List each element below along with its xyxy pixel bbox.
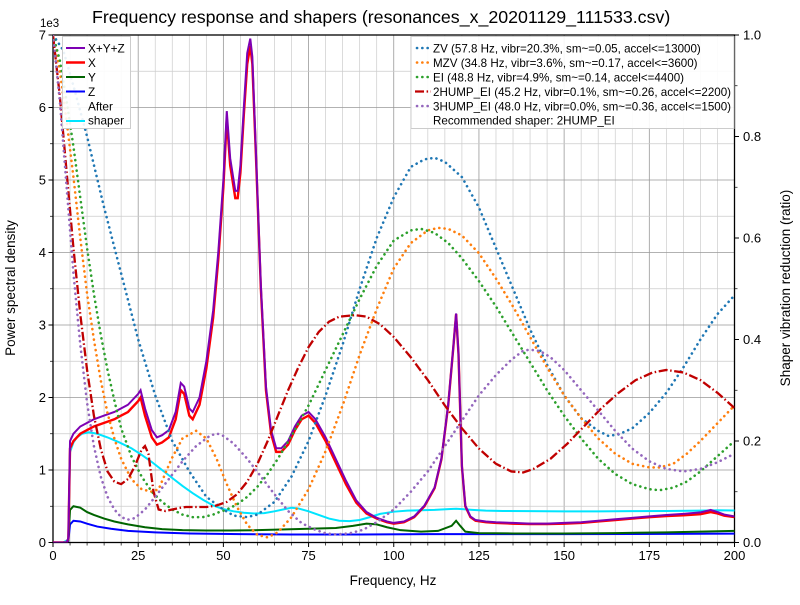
svg-text:2HUMP_EI (45.2 Hz, vibr=0.1%,: 2HUMP_EI (45.2 Hz, vibr=0.1%, sm~=0.26, …	[433, 86, 731, 99]
svg-text:X: X	[88, 56, 96, 70]
svg-text:1.0: 1.0	[743, 28, 761, 43]
svg-text:0.0: 0.0	[743, 535, 761, 550]
svg-text:0.2: 0.2	[743, 434, 761, 449]
svg-text:X+Y+Z: X+Y+Z	[88, 41, 125, 55]
svg-text:150: 150	[553, 548, 575, 563]
svg-text:125: 125	[468, 548, 490, 563]
svg-text:Shaper vibration reduction (ra: Shaper vibration reduction (ratio)	[778, 190, 793, 387]
svg-text:Power spectral density: Power spectral density	[3, 220, 18, 356]
svg-text:shaper: shaper	[88, 113, 124, 127]
svg-text:4: 4	[39, 245, 46, 260]
svg-text:0: 0	[39, 535, 46, 550]
svg-text:2: 2	[39, 390, 46, 405]
svg-text:3HUMP_EI (48.0 Hz, vibr=0.0%,: 3HUMP_EI (48.0 Hz, vibr=0.0%, sm~=0.36, …	[433, 100, 731, 113]
svg-text:3: 3	[39, 318, 46, 333]
svg-text:Frequency response and shapers: Frequency response and shapers (resonanc…	[92, 7, 670, 28]
svg-text:EI (48.8 Hz, vibr=4.9%, sm~=0.: EI (48.8 Hz, vibr=4.9%, sm~=0.14, accel<…	[433, 71, 684, 84]
svg-text:0: 0	[49, 548, 56, 563]
svg-text:After: After	[88, 99, 113, 113]
svg-text:ZV (57.8 Hz, vibr=20.3%, sm~=0: ZV (57.8 Hz, vibr=20.3%, sm~=0.05, accel…	[433, 42, 701, 55]
svg-text:1: 1	[39, 463, 46, 478]
svg-text:Z: Z	[88, 85, 95, 99]
svg-text:50: 50	[216, 548, 230, 563]
svg-text:75: 75	[301, 548, 315, 563]
svg-text:5: 5	[39, 173, 46, 188]
svg-text:Frequency, Hz: Frequency, Hz	[350, 573, 437, 588]
svg-text:0.8: 0.8	[743, 129, 761, 144]
svg-text:175: 175	[638, 548, 660, 563]
svg-text:0.6: 0.6	[743, 231, 761, 246]
svg-text:Y: Y	[88, 70, 96, 84]
svg-text:Recommended shaper: 2HUMP_EI: Recommended shaper: 2HUMP_EI	[433, 115, 615, 128]
svg-text:200: 200	[724, 548, 746, 563]
svg-text:25: 25	[131, 548, 145, 563]
svg-text:MZV (34.8 Hz, vibr=3.6%, sm~=0: MZV (34.8 Hz, vibr=3.6%, sm~=0.17, accel…	[433, 57, 698, 70]
svg-text:1e3: 1e3	[40, 18, 59, 30]
svg-text:100: 100	[383, 548, 405, 563]
svg-text:6: 6	[39, 100, 46, 115]
svg-text:0.4: 0.4	[743, 332, 761, 347]
